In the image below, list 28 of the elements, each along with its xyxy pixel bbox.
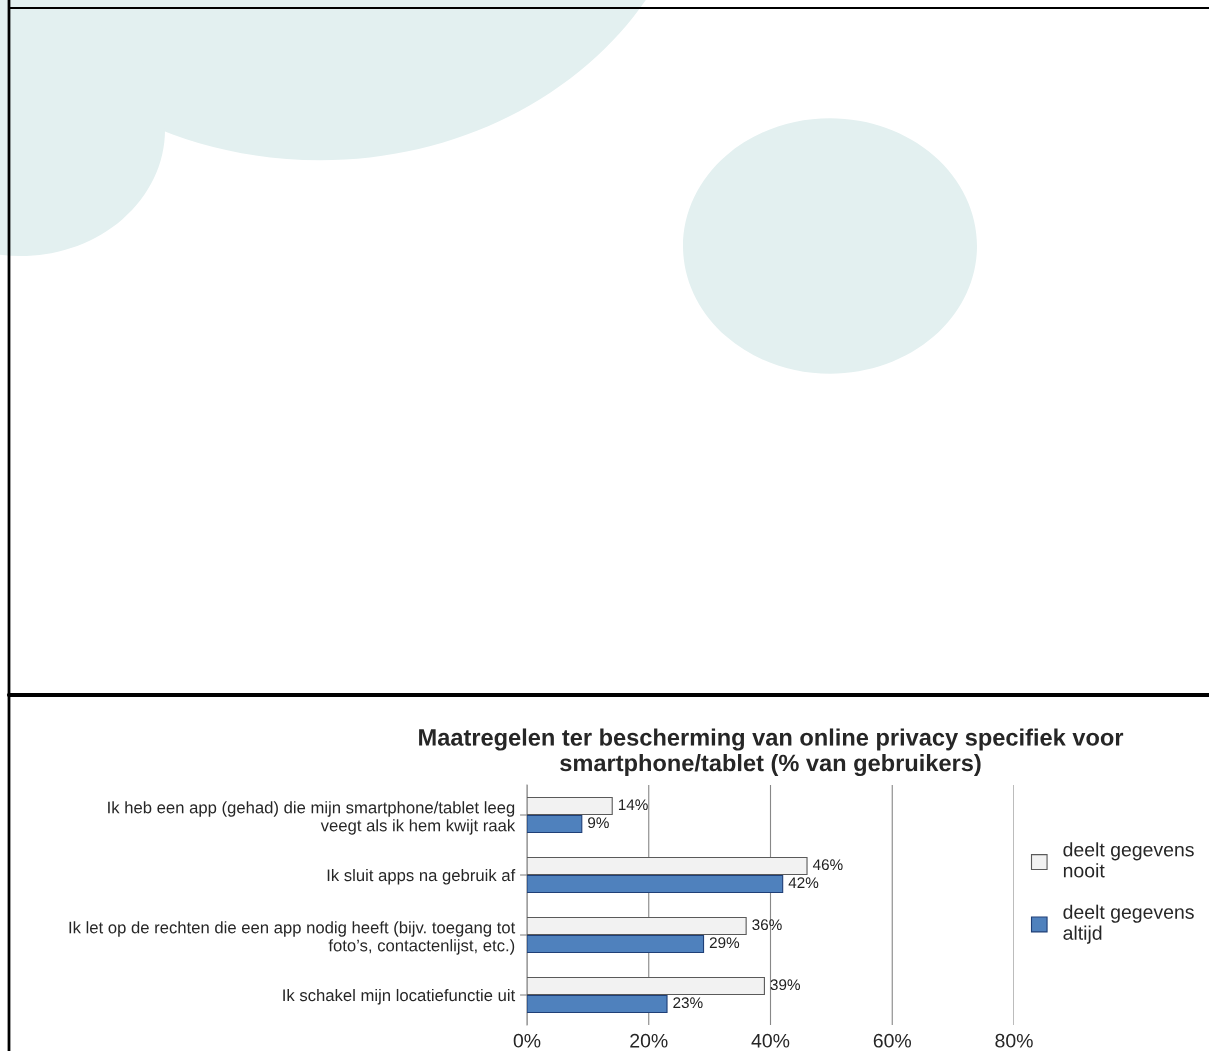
bar (527, 796, 613, 816)
data-label: 36% (752, 919, 782, 931)
bar (527, 874, 784, 894)
y-tick-label: Ik heb een app (gehad) die mijn smartphone/tablet leeg veegt als ik hem kwijt raak (108, 801, 516, 835)
data-label: 23% (673, 997, 703, 1009)
x-tick-label: 0% (513, 1033, 541, 1048)
data-label: 42% (788, 877, 819, 889)
x-tick-label: 80% (995, 1033, 1033, 1048)
legend-label: deelt gegevens nooit (1063, 842, 1194, 878)
data-label: 39% (770, 979, 800, 991)
x-tick-label: 60% (873, 1033, 912, 1048)
bar (527, 814, 583, 834)
y-tick-label: Ik schakel mijn locatiefunctie uit (283, 988, 516, 1005)
data-label: 46% (812, 859, 843, 871)
y-tick-label: Ik let op de rechten die een app nodig heeft (bijv. toegang tot foto’s, contactenlijst, etc.) (69, 921, 516, 955)
data-label: 29% (709, 937, 740, 949)
x-tick-label: 20% (630, 1033, 668, 1048)
bar (527, 934, 705, 954)
data-label: 14% (618, 799, 648, 811)
y-tick-label: Ik sluit apps na gebruik af (327, 868, 516, 885)
bar (527, 916, 747, 936)
x-tick-label: 40% (751, 1033, 790, 1048)
data-label: 9% (588, 817, 609, 829)
chart-title: Maatregelen ter bescherming van online privacy specifiek voor smartphone/tablet (% van gebruikers) (419, 728, 1124, 777)
legend-label: deelt gegevens altijd (1063, 904, 1194, 944)
bar (527, 856, 808, 876)
bar (527, 994, 668, 1014)
bar (527, 976, 765, 996)
